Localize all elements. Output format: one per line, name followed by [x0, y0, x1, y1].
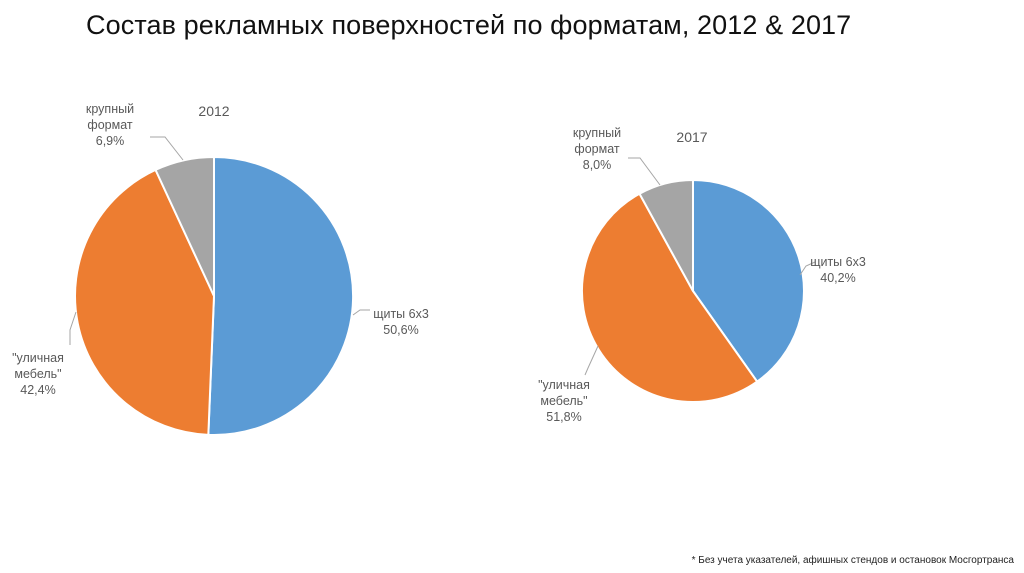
pie-chart-2017: 2017 щиты 6х3 40,2% "уличная мебель" 51,8% кру…: [538, 126, 866, 424]
leader-line-street_furniture: [69, 311, 77, 345]
data-label-line: крупный: [573, 126, 621, 140]
data-label-line: щиты 6х3: [810, 255, 866, 269]
pie-slice-street_furniture: [74, 168, 215, 436]
leader-line-shields: [352, 309, 370, 316]
data-label-line: 6,9%: [96, 134, 125, 148]
data-label-line: формат: [574, 142, 619, 156]
leader-line-large_format: [628, 157, 661, 186]
data-label-large_format: крупный формат 8,0%: [573, 126, 621, 172]
pie-slice-large_format: [638, 179, 694, 292]
data-label-line: 50,6%: [383, 323, 418, 337]
footnote-asterisk: *: [691, 555, 699, 566]
pie-slice-shields: [692, 179, 805, 383]
data-label-line: мебель": [14, 367, 61, 381]
page-title: Состав рекламных поверхностей по формата…: [86, 10, 852, 40]
data-label-street_furniture: "уличная мебель" 51,8%: [538, 378, 590, 424]
data-label-shields: щиты 6х3 40,2%: [810, 255, 866, 285]
leader-line-shields: [799, 261, 816, 276]
data-label-line: 40,2%: [820, 271, 855, 285]
footnote: * Без учета указателей, афишных стендов …: [692, 555, 1014, 566]
data-label-line: 51,8%: [546, 410, 581, 424]
data-label-line: мебель": [540, 394, 587, 408]
leader-line-large_format: [150, 136, 184, 161]
data-label-line: 8,0%: [583, 158, 612, 172]
pie-chart-2012: 2012 щиты 6х3 50,6% "уличная мебель" 42,4% кру…: [12, 102, 429, 436]
data-label-line: 42,4%: [20, 383, 55, 397]
data-label-line: формат: [87, 118, 132, 132]
leader-line-street_furniture: [584, 345, 599, 376]
data-label-line: крупный: [86, 102, 134, 116]
data-label-line: щиты 6х3: [373, 307, 429, 321]
pie-slice-shields: [207, 156, 355, 436]
pie-slice-large_format: [154, 156, 215, 297]
data-label-line: "уличная: [12, 351, 64, 365]
data-label-large_format: крупный формат 6,9%: [86, 102, 134, 148]
footnote-text: Без учета указателей, афишных стендов и …: [698, 555, 1014, 566]
pie-slice-street_furniture: [580, 192, 759, 404]
data-label-line: "уличная: [538, 378, 590, 392]
pie-title: 2017: [676, 129, 707, 145]
pie-title: 2012: [198, 103, 229, 119]
data-label-street_furniture: "уличная мебель" 42,4%: [12, 351, 64, 397]
data-label-shields: щиты 6х3 50,6%: [373, 307, 429, 337]
